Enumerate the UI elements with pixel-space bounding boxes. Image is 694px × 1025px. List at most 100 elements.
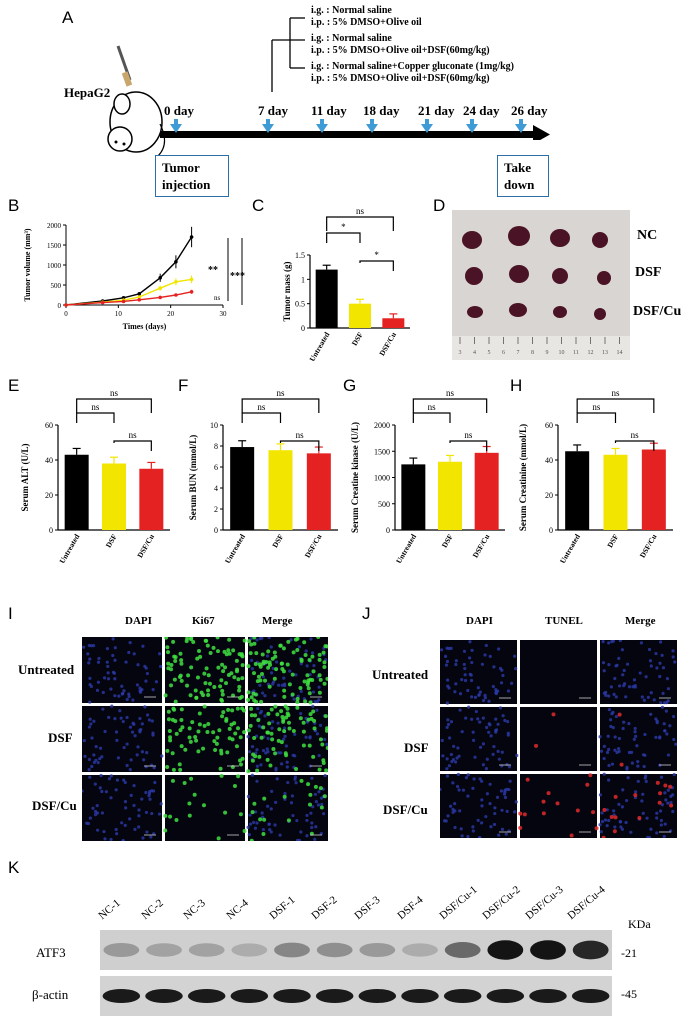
y-tick-label: 60	[545, 421, 553, 430]
lane-label: NC-2	[138, 897, 166, 922]
microscopy-tile	[440, 774, 517, 838]
y-tick-label: 20	[45, 491, 53, 500]
actin-band	[102, 989, 141, 1003]
ruler-label: 9	[546, 350, 549, 356]
y-tick-label: 40	[545, 456, 553, 465]
microscopy-tile	[248, 637, 328, 703]
microscopy-tile	[520, 640, 597, 704]
data-point	[137, 295, 142, 299]
ruler-label: 14	[617, 350, 623, 356]
data-point	[137, 292, 142, 296]
data-point	[137, 298, 142, 302]
bar	[382, 318, 405, 328]
ruler-label: 5	[488, 350, 491, 356]
treatment-3-ip: i.p. : 5% DMSO+Olive oil+DSF(60mg/kg)	[311, 73, 490, 84]
day-26: 26 day	[511, 103, 548, 118]
significance-bracket	[76, 412, 115, 423]
data-point	[64, 303, 68, 307]
lane-label: NC-4	[224, 897, 251, 922]
ruler-label: 7	[517, 350, 520, 356]
significance-label: ns	[428, 402, 437, 412]
lane-label: DSF-4	[394, 893, 426, 922]
x-tick-label: Untreated	[307, 330, 331, 363]
arrow-down-icon	[170, 124, 182, 133]
y-tick-label: 6	[214, 463, 218, 472]
data-point	[158, 295, 162, 300]
x-tick-label: 10	[115, 310, 123, 318]
panel-label-g: G	[343, 376, 357, 395]
y-tick-label: 0	[49, 526, 53, 535]
significance-bracket	[359, 260, 394, 271]
x-tick-label: 0	[64, 310, 68, 318]
bar	[64, 454, 89, 530]
lane-label: DSF-2	[309, 893, 340, 922]
actin-membrane	[100, 976, 612, 1016]
ruler-label: 11	[573, 350, 579, 356]
row-untreated: Untreated	[372, 667, 429, 682]
actin-band	[358, 989, 397, 1003]
ruler-label: 13	[602, 350, 608, 356]
y-tick-label: 0	[386, 526, 390, 535]
day-11: 11 day	[311, 103, 347, 118]
actin-band	[443, 989, 482, 1003]
significance-bracket	[412, 412, 451, 423]
significance-bracket	[241, 412, 282, 423]
x-axis-label: Times (days)	[123, 322, 167, 331]
actin-band	[145, 989, 183, 1003]
y-tick-label: 60	[45, 421, 53, 430]
treatment-3-ig: i.g. : Normal saline+Copper gluconate (1…	[311, 61, 515, 72]
actin-band	[571, 989, 610, 1003]
significance-label: ***	[230, 271, 245, 282]
panel-label-h: H	[510, 376, 523, 395]
x-tick-label: Untreated	[223, 532, 247, 565]
significance-label: *	[374, 250, 379, 260]
y-tick-label: 40	[45, 456, 53, 465]
y-tick-label: 1500	[47, 242, 62, 250]
y-tick-label: 2	[214, 505, 218, 514]
panel-label-a: A	[62, 8, 74, 27]
panel-label-f: F	[178, 376, 189, 395]
significance-bracket	[76, 398, 152, 413]
lane-label: DSF/Cu-1	[437, 883, 480, 922]
arrow-down-icon	[366, 124, 378, 133]
y-tick-label: 500	[51, 282, 62, 290]
microscopy-tile	[520, 774, 597, 838]
actin-band	[273, 989, 311, 1003]
actin-band	[486, 989, 525, 1003]
actin-band	[401, 989, 439, 1003]
arrow-down-icon	[466, 124, 478, 133]
significance-label: ns	[611, 388, 620, 398]
treatment-2-ig: i.g. : Normal saline	[311, 33, 392, 44]
actin-band	[529, 989, 567, 1003]
lane-label: NC-3	[181, 897, 209, 922]
atf3-band	[359, 943, 396, 957]
y-tick-label: 1	[301, 275, 305, 284]
arrow-down-icon	[515, 124, 527, 133]
tumor-volume-chart: 0 500 1000 1500 2000 0 10 20 30 Times (days) Tumor…	[23, 222, 245, 331]
col-merge: Merge	[262, 615, 293, 627]
col-dapi: DAPI	[466, 615, 493, 627]
photo-row-nc: NC	[637, 228, 658, 243]
bar	[565, 451, 590, 530]
serum-alt-chart: 0 20 40 60 Serum ALT (U/L) Untreated DSF DSF/Cu…	[20, 388, 170, 565]
col-tunel: TUNEL	[545, 615, 583, 627]
row-dsfcu: DSF/Cu	[32, 798, 77, 813]
significance-label: ns	[356, 206, 365, 216]
significance-label: ns	[91, 402, 100, 412]
microscopy-tile	[165, 637, 245, 703]
atf3-band	[572, 940, 609, 960]
lane-label: DSF/Cu-3	[522, 883, 566, 922]
significance-bracket	[279, 440, 320, 451]
x-tick-label: DSF	[104, 532, 119, 549]
treatment-bracket	[160, 17, 550, 140]
data-point	[100, 300, 105, 305]
lane-label: DSF/Cu-4	[565, 883, 608, 922]
y-tick-label: 8	[214, 442, 218, 451]
significance-label: ns	[110, 388, 119, 398]
photo-row-dsfcu: DSF/Cu	[633, 304, 682, 319]
actin-band	[315, 989, 354, 1003]
atf3-band	[188, 943, 225, 957]
row-dsf: DSF	[404, 740, 429, 755]
treatment-1-ig: i.g. : Normal saline	[311, 5, 392, 16]
y-tick-label: 10	[210, 421, 218, 430]
